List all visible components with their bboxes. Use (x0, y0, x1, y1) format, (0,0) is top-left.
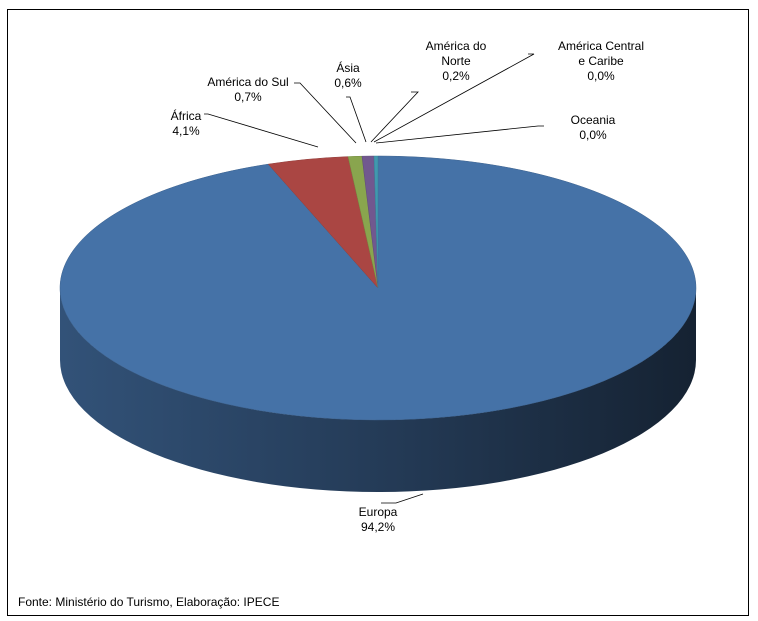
slice-label-américa-central-e-caribe: América Central e Caribe 0,0% (558, 39, 644, 83)
leader-line-ásia (346, 96, 367, 143)
leader-line-américa-central-e-caribe (373, 53, 535, 143)
slice-label-américa-do-norte: América do Norte 0,2% (426, 39, 487, 83)
pie-chart: Europa 94,2% África 4,1%América do Sul 0,7% Á… (59, 39, 697, 534)
slice-label-áfrica: África 4,1% (171, 108, 202, 138)
leader-line-américa-do-norte (370, 91, 419, 143)
leader-lines (204, 53, 544, 504)
slice-labels: Europa 94,2% África 4,1%América do Sul 0,7% Á… (171, 39, 644, 534)
leader-line-europa (381, 493, 424, 504)
chart-frame: Europa 94,2% África 4,1% América do Sul 0,7% Á… (7, 9, 749, 616)
slice-label-américa-do-sul: América do Sul 0,7% (207, 75, 288, 104)
leader-line-oceania (375, 125, 544, 144)
leader-line-áfrica (204, 113, 319, 148)
slice-label-ásia: Ásia 0,6% (334, 60, 362, 90)
slice-side-europa (60, 288, 696, 492)
slice-label-europa: Europa 94,2% (359, 505, 398, 534)
leader-line-américa-do-sul (294, 82, 357, 144)
source-note: Fonte: Ministério do Turismo, Elaboração… (18, 595, 280, 609)
slice-label-oceania: Oceania 0,0% (571, 113, 616, 142)
slice-américa-do-norte (373, 155, 379, 289)
pie-layer (59, 155, 697, 492)
